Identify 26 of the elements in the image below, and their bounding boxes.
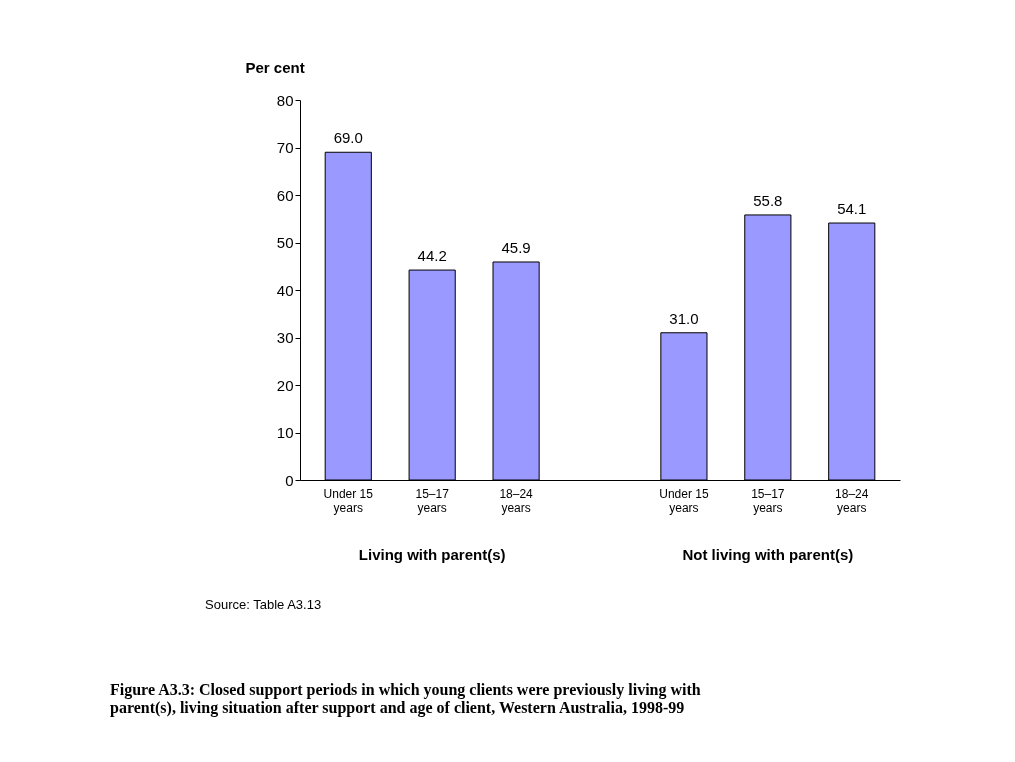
data-label: 45.9 [501,238,531,256]
text: Figure A3.3: Closed support periods in which young clients were previously living with parent(s), living situation after support and age of client, Western Australia, 1998-99 [110,681,701,717]
x-tick-label: 15–17 years [415,486,450,515]
y-tick-label: 50 [276,234,294,251]
y-tick-label: 30 [276,329,294,346]
y-tick-label: 70 [276,139,294,156]
x-tick-label: Under 15 years [323,486,374,515]
x-tick-label: 18–24 years [499,486,534,515]
text: Living with parent(s) [358,546,506,563]
y-tick-label: 40 [276,281,294,299]
data-label: 55.8 [753,191,783,209]
data-label: 44.2 [417,247,447,265]
y-tick-label: 60 [276,186,294,204]
y-tick-label: 80 [276,91,294,109]
data-label: 54.1 [837,200,867,218]
data-label: 31.0 [669,309,699,327]
y-axis-title: Per cent [245,58,305,76]
y-tick-label: 0 [285,471,294,489]
x-tick-label: Under 15 years [659,486,709,515]
y-tick-label: 20 [276,376,294,394]
y-tick-label: 10 [276,424,294,441]
data-label: 69.0 [333,129,363,147]
x-tick-label: 15–17 years [751,486,785,515]
text: Not living with parent(s) [682,546,854,563]
x-tick-label: 18–24 years [835,486,869,515]
source-note: Source: Table A3.13 [205,597,322,612]
